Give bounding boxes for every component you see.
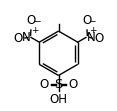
Text: O: O [13,32,22,45]
Text: −: − [33,16,40,25]
Text: +: + [31,26,38,35]
Text: OH: OH [49,93,68,106]
Text: −: − [88,16,96,25]
Text: S: S [54,78,63,91]
Text: N: N [86,31,95,44]
Text: O: O [26,14,36,27]
Text: O: O [82,14,91,28]
Text: +: + [89,26,96,35]
Text: O: O [39,78,49,91]
Text: O: O [68,78,78,91]
Text: N: N [22,31,31,44]
Text: O: O [95,32,104,45]
